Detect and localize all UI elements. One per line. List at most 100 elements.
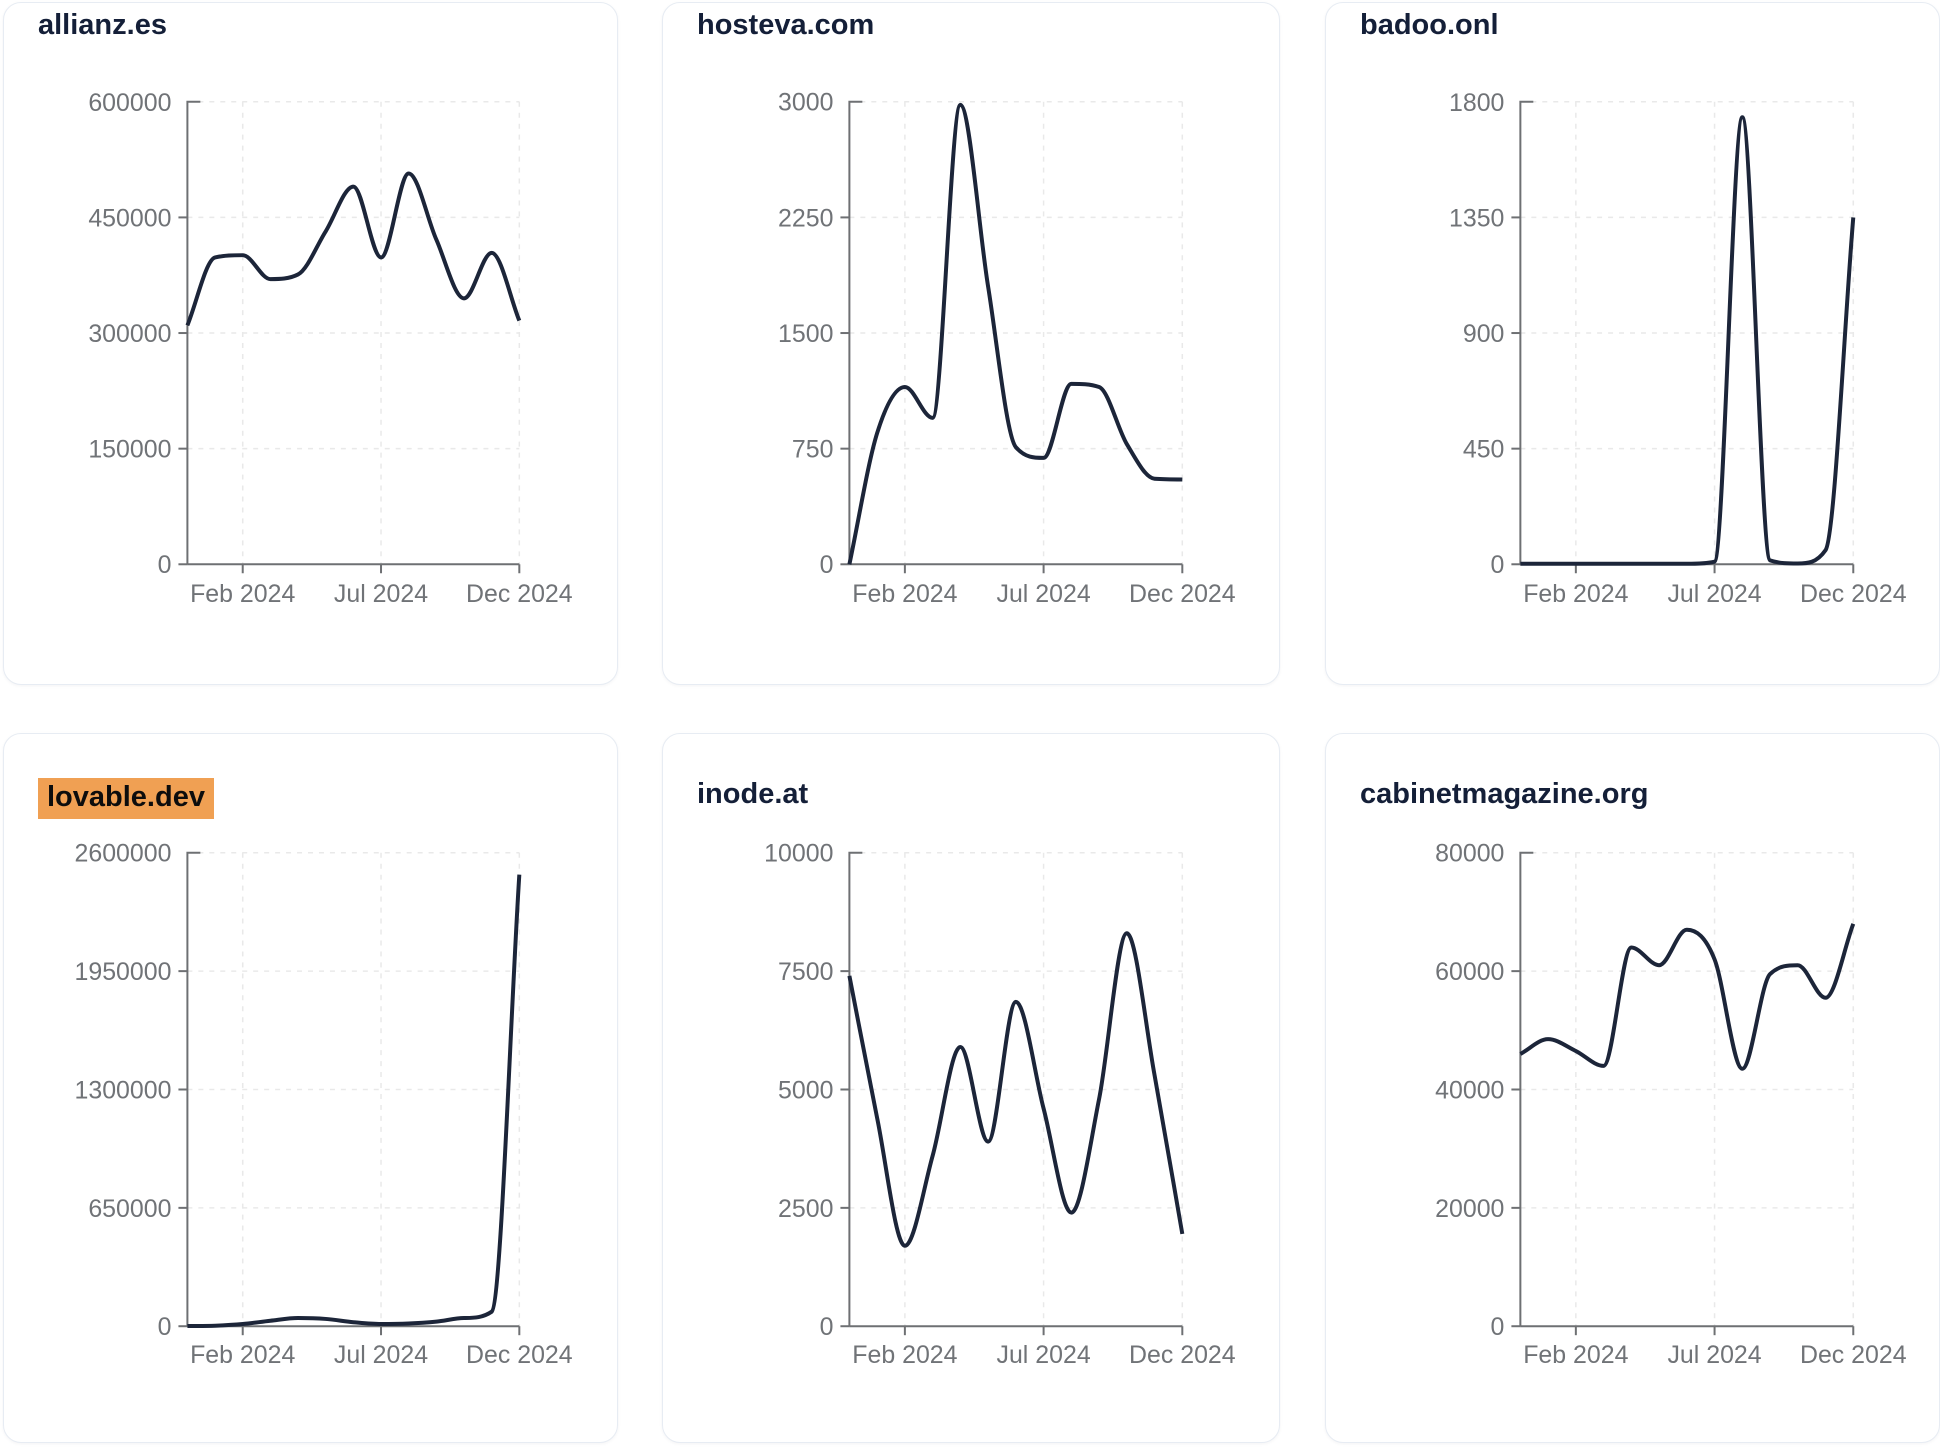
y-tick-labels: 0 20000 40000 60000 80000 [1435, 840, 1504, 1341]
x-tick-label: Feb 2024 [1523, 580, 1628, 608]
y-tick-label: 450 [1463, 436, 1505, 464]
y-tick-label: 0 [158, 1313, 172, 1341]
axes [1511, 100, 1855, 574]
gridlines [1520, 852, 1855, 1327]
chart-title-text: hosteva.com [697, 9, 875, 41]
chart-card-lovable-dev: lovable.dev 0 650000 1300000 1950000 2600000… [3, 733, 618, 1443]
traffic-line [187, 874, 522, 1329]
x-tick-label: Dec 2024 [466, 580, 573, 608]
chart-title-text: badoo.onl [1360, 9, 1499, 41]
y-tick-label: 900 [1463, 320, 1505, 348]
chart-title: cabinetmagazine.org [1360, 778, 1648, 811]
x-tick-label: Dec 2024 [1129, 1341, 1236, 1369]
y-tick-label: 20000 [1435, 1195, 1504, 1223]
chart-card-hosteva-com: hosteva.com 0 750 1500 2250 3000 Feb 2024 Jul … [662, 2, 1280, 685]
y-tick-label: 0 [820, 1313, 834, 1341]
x-tick-labels: Feb 2024 Jul 2024 Dec 2024 [190, 1341, 573, 1369]
y-tick-label: 600000 [88, 89, 171, 117]
y-axis [186, 851, 201, 1327]
chart-title-text-highlighted: lovable.dev [38, 778, 214, 819]
traffic-line [1520, 115, 1856, 566]
gridlines [849, 852, 1184, 1327]
x-tick-labels: Feb 2024 Jul 2024 Dec 2024 [1523, 580, 1907, 608]
y-tick-label: 1800 [1449, 89, 1504, 117]
y-tick-label: 10000 [764, 840, 833, 868]
x-tick-label: Dec 2024 [1800, 1341, 1907, 1369]
x-tick-label: Feb 2024 [852, 580, 957, 608]
traffic-line [185, 171, 522, 327]
gridlines [187, 852, 521, 1327]
x-tick-label: Dec 2024 [466, 1341, 573, 1369]
x-tick-labels: Feb 2024 Jul 2024 Dec 2024 [852, 580, 1236, 608]
y-tick-labels: 0 150000 300000 450000 600000 [88, 89, 171, 579]
y-axis [1519, 851, 1534, 1327]
traffic-line [847, 102, 1183, 565]
y-axis [1519, 100, 1534, 565]
line-chart-inode-at: 0 2500 5000 7500 10000 Feb 2024 Jul 2024 Dec 20… [764, 840, 1236, 1369]
y-tick-label: 1950000 [74, 958, 171, 986]
chart-title: allianz.es [38, 9, 167, 42]
y-tick-label: 750 [792, 436, 834, 464]
y-tick-label: 2500 [778, 1195, 833, 1223]
chart-title: badoo.onl [1360, 9, 1499, 42]
chart-card-allianz-es: allianz.es 0 150000 300000 450000 600000 Feb … [3, 2, 618, 685]
y-tick-label: 1500 [778, 320, 833, 348]
y-tick-label: 0 [1491, 551, 1505, 579]
y-tick-label: 450000 [88, 204, 171, 232]
y-tick-label: 1350 [1449, 204, 1504, 232]
y-tick-label: 0 [1491, 1313, 1505, 1341]
chart-title-text: cabinetmagazine.org [1360, 778, 1649, 810]
traffic-line [1519, 923, 1856, 1071]
y-tick-label: 60000 [1435, 958, 1504, 986]
gridlines [849, 101, 1184, 565]
y-axis [848, 851, 863, 1327]
y-tick-label: 1300000 [74, 1076, 171, 1104]
x-tick-labels: Feb 2024 Jul 2024 Dec 2024 [190, 580, 573, 608]
chart-card-inode-at: inode.at 0 2500 5000 7500 10000 Feb 2024 Jul 2… [662, 733, 1280, 1443]
chart-card-cabinetmagazine-org: cabinetmagazine.org 0 20000 40000 60000 8000… [1325, 733, 1940, 1443]
x-tick-label: Dec 2024 [1800, 580, 1907, 608]
chart-title: inode.at [697, 778, 808, 811]
traffic-line [847, 931, 1185, 1248]
gridlines [1520, 101, 1855, 565]
line-chart-allianz-es: 0 150000 300000 450000 600000 Feb 2024 Jul 202… [88, 89, 573, 608]
chart-title: hosteva.com [697, 9, 874, 42]
chart-title-text: inode.at [697, 778, 809, 810]
axes [840, 851, 1184, 1336]
x-tick-label: Jul 2024 [1667, 580, 1761, 608]
chart-title: lovable.dev [38, 778, 214, 819]
x-tick-label: Feb 2024 [1523, 1341, 1628, 1369]
x-tick-label: Jul 2024 [997, 1341, 1091, 1369]
y-tick-labels: 0 750 1500 2250 3000 [778, 89, 833, 579]
y-tick-labels: 0 450 900 1350 1800 [1449, 89, 1504, 579]
axes [840, 100, 1184, 574]
x-tick-label: Feb 2024 [852, 1341, 957, 1369]
y-tick-labels: 0 2500 5000 7500 10000 [764, 840, 833, 1341]
y-axis [848, 100, 863, 565]
x-tick-label: Jul 2024 [997, 580, 1091, 608]
y-tick-labels: 0 650000 1300000 1950000 2600000 [74, 840, 171, 1341]
axes [178, 100, 521, 574]
y-tick-label: 40000 [1435, 1076, 1504, 1104]
y-tick-label: 300000 [88, 320, 171, 348]
x-tick-labels: Feb 2024 Jul 2024 Dec 2024 [852, 1341, 1236, 1369]
y-tick-label: 5000 [778, 1076, 833, 1104]
x-tick-label: Feb 2024 [190, 580, 295, 608]
x-tick-labels: Feb 2024 Jul 2024 Dec 2024 [1523, 1341, 1907, 1369]
x-tick-label: Dec 2024 [1129, 580, 1236, 608]
y-tick-label: 0 [820, 551, 834, 579]
axes [1511, 851, 1855, 1336]
y-tick-label: 150000 [88, 436, 171, 464]
axes [178, 851, 521, 1336]
y-tick-label: 650000 [88, 1195, 171, 1223]
y-tick-label: 2250 [778, 204, 833, 232]
y-tick-label: 0 [158, 551, 172, 579]
chart-title-text: allianz.es [38, 9, 167, 41]
line-chart-cabinetmagazine-org: 0 20000 40000 60000 80000 Feb 2024 Jul 2024 Dec… [1435, 840, 1907, 1369]
line-chart-hosteva-com: 0 750 1500 2250 3000 Feb 2024 Jul 2024 Dec 2024 [778, 89, 1236, 608]
y-tick-label: 80000 [1435, 840, 1504, 868]
y-tick-label: 7500 [778, 958, 833, 986]
x-tick-label: Jul 2024 [1667, 1341, 1761, 1369]
gridlines [187, 101, 521, 565]
